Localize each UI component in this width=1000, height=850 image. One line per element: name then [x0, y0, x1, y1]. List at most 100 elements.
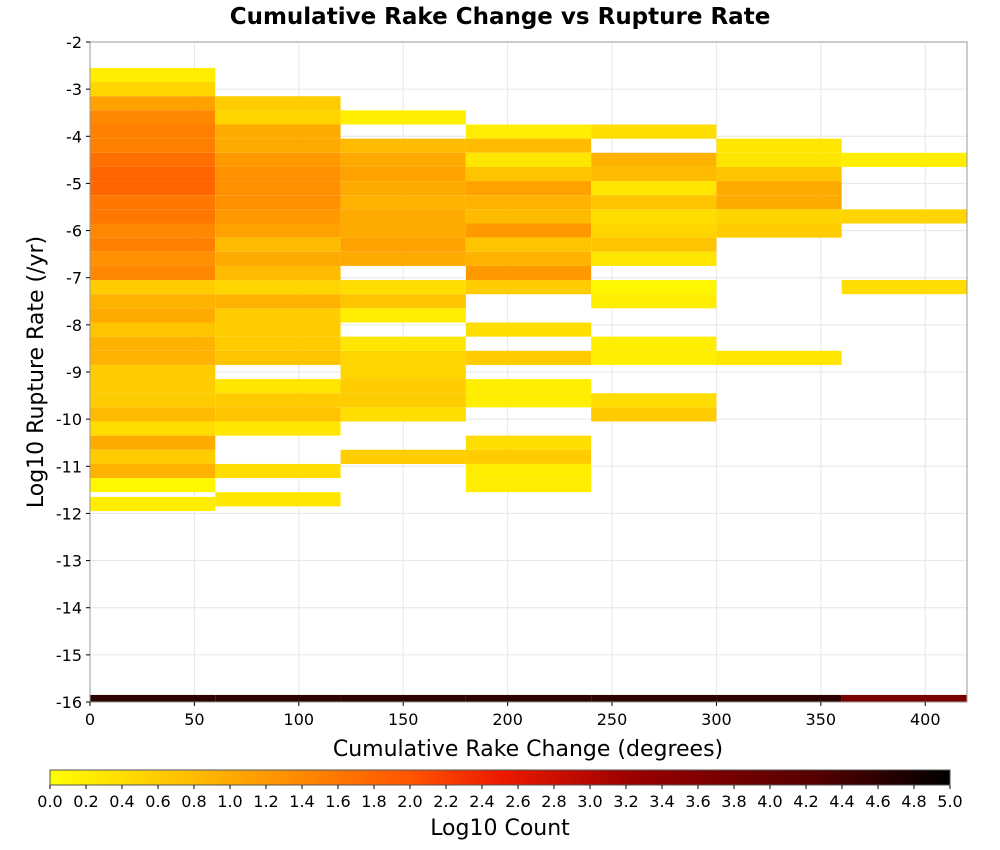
heatmap-cell: [340, 251, 466, 266]
heatmap-cell: [215, 421, 341, 436]
heatmap-cell: [340, 223, 466, 238]
heatmap-cell: [591, 251, 717, 266]
heatmap-cell: [90, 124, 216, 139]
colorbar-tick-label: 2.6: [505, 792, 530, 811]
heatmap-cell: [340, 237, 466, 252]
y-tick-label: -8: [66, 316, 82, 335]
heatmap-cell: [90, 336, 216, 351]
heatmap-cell: [465, 166, 592, 182]
heatmap-cell: [716, 166, 842, 182]
heatmap-cell: [90, 209, 216, 224]
colorbar-tick-label: 1.4: [289, 792, 314, 811]
heatmap-cell: [90, 96, 216, 111]
y-tick-label: -13: [56, 552, 82, 571]
heatmap-cell: [215, 322, 341, 337]
x-axis-label: Cumulative Rake Change (degrees): [333, 737, 723, 762]
heatmap-cell: [90, 407, 216, 422]
heatmap-cell: [90, 463, 216, 479]
heatmap-cell: [215, 280, 341, 295]
heatmap-cell: [90, 237, 216, 252]
heatmap-cell: [591, 195, 717, 210]
heatmap-cell: [340, 449, 466, 464]
heatmap-cell: [215, 463, 341, 479]
heatmap-cell: [90, 379, 216, 394]
heatmap-cell: [591, 209, 717, 224]
heatmap-cell: [90, 181, 216, 196]
heatmap-cell: [591, 407, 717, 422]
colorbar-tick-label: 0.2: [73, 792, 98, 811]
heatmap-cell: [591, 152, 717, 167]
y-tick-label: -14: [56, 599, 82, 618]
heatmap-cells: [90, 67, 967, 702]
heatmap-cell: [340, 294, 466, 309]
colorbar-tick-label: 4.6: [865, 792, 890, 811]
heatmap-cell: [215, 379, 341, 394]
colorbar-tick-label: 1.0: [217, 792, 242, 811]
heatmap-cell: [591, 336, 717, 351]
heatmap-cell: [340, 181, 466, 196]
heatmap-cell: [591, 694, 717, 702]
heatmap-cell: [90, 393, 216, 408]
colorbar-tick-label: 0.0: [37, 792, 62, 811]
heatmap-cell: [465, 181, 592, 196]
heatmap-cell: [465, 124, 592, 139]
heatmap-cell: [340, 379, 466, 394]
heatmap-cell: [340, 308, 466, 323]
heatmap-cell: [215, 181, 341, 196]
heatmap-cell: [716, 181, 842, 196]
heatmap-cell: [215, 694, 341, 702]
heatmap-cell: [591, 181, 717, 196]
heatmap-cell: [90, 449, 216, 464]
heatmap-cell: [90, 322, 216, 337]
colorbar-tick-label: 0.8: [181, 792, 206, 811]
y-tick-label: -3: [66, 80, 82, 99]
colorbar-tick-label: 1.2: [253, 792, 278, 811]
heatmap-cell: [465, 280, 592, 295]
heatmap-cell: [465, 195, 592, 210]
y-tick-label: -5: [66, 174, 82, 193]
heatmap-cell: [215, 350, 341, 365]
heatmap-cell: [340, 110, 466, 125]
heatmap-cell: [716, 209, 842, 224]
colorbar-tick-label: 0.6: [145, 792, 170, 811]
heatmap-cell: [465, 265, 592, 281]
heatmap-cell: [591, 237, 717, 252]
heatmap-cell: [340, 280, 466, 295]
heatmap-cell: [716, 152, 842, 167]
y-tick-label: -11: [56, 457, 82, 476]
heatmap-cell: [90, 265, 216, 281]
heatmap-cell: [215, 308, 341, 323]
heatmap-cell: [841, 280, 967, 295]
heatmap-cell: [215, 138, 341, 153]
heatmap-cell: [90, 294, 216, 309]
x-tick-label: 400: [910, 710, 941, 729]
heatmap-cell: [340, 138, 466, 153]
heatmap-cell: [340, 350, 466, 365]
heatmap-cell: [340, 407, 466, 422]
heatmap-cell: [591, 294, 717, 309]
heatmap-cell: [841, 152, 967, 167]
y-tick-label: -9: [66, 363, 82, 382]
heatmap-cell: [90, 280, 216, 295]
heatmap-cell: [215, 124, 341, 139]
y-tick-label: -15: [56, 646, 82, 665]
heatmap-cell: [90, 364, 216, 380]
heatmap-cell: [215, 152, 341, 167]
heatmap-cell: [90, 694, 216, 702]
heatmap-cell: [716, 694, 842, 702]
heatmap-cell: [465, 251, 592, 266]
heatmap-cell: [465, 152, 592, 167]
y-axis-label: Log10 Rupture Rate (/yr): [24, 236, 49, 508]
chart-title: Cumulative Rake Change vs Rupture Rate: [230, 4, 771, 30]
heatmap-cell: [90, 308, 216, 323]
colorbar-tick-label: 3.2: [613, 792, 638, 811]
heatmap-cell: [340, 694, 466, 702]
heatmap-cell: [215, 209, 341, 224]
x-tick-label: 300: [701, 710, 732, 729]
heatmap-cell: [591, 393, 717, 408]
y-tick-label: -12: [56, 504, 82, 523]
heatmap-cell: [215, 251, 341, 266]
colorbar-tick-label: 2.8: [541, 792, 566, 811]
heatmap-cell: [465, 435, 592, 450]
